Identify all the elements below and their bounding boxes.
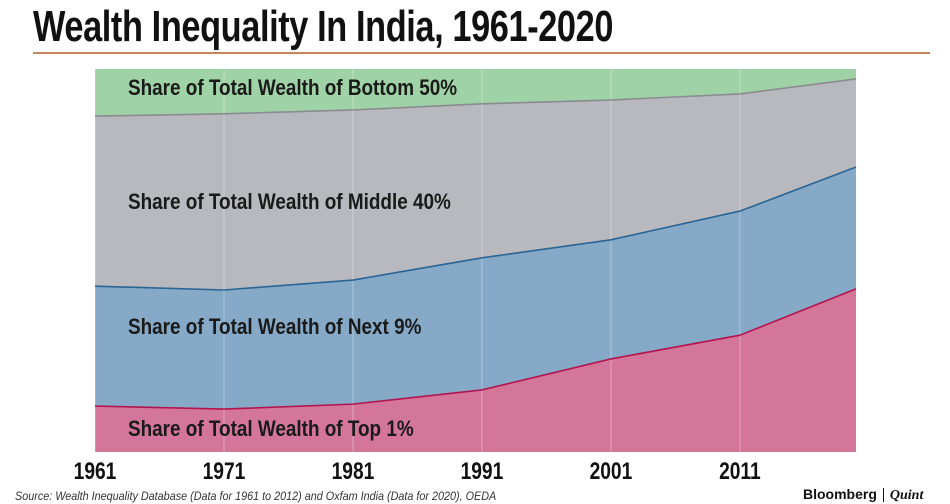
brand-right: Quint: [889, 488, 924, 503]
boundary-line-1: [94, 166, 857, 291]
title-divider: [33, 52, 930, 54]
area-series-0: [95, 288, 856, 452]
brand-logo: Bloomberg Quint: [803, 486, 923, 504]
chart-title: Wealth Inequality In India, 1961-2020: [33, 2, 614, 51]
brand-left: Bloomberg: [803, 486, 877, 502]
x-tick-label-1971: 1971: [203, 457, 246, 485]
x-tick-label-2011: 2011: [719, 457, 761, 485]
area-series-2: [95, 78, 856, 290]
series-label-2: Share of Total Wealth of Middle 40%: [128, 190, 451, 215]
series-label-3: Share of Total Wealth of Bottom 50%: [128, 76, 457, 101]
x-tick-label-1961: 1961: [74, 457, 117, 485]
series-label-1: Share of Total Wealth of Next 9%: [128, 315, 421, 340]
boundary-line-2: [94, 78, 857, 117]
x-tick-label-1981: 1981: [332, 457, 375, 485]
x-tick-label-1991: 1991: [461, 457, 504, 485]
source-note: Source: Wealth Inequality Database (Data…: [15, 489, 497, 503]
boundary-line-0: [94, 288, 857, 410]
series-label-0: Share of Total Wealth of Top 1%: [128, 417, 414, 442]
area-series-3: [95, 69, 856, 117]
x-tick-label-2001: 2001: [590, 457, 633, 485]
